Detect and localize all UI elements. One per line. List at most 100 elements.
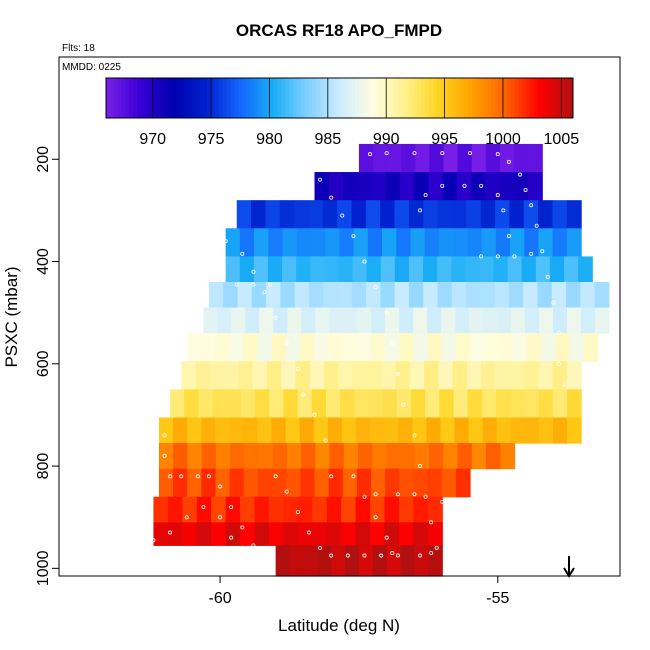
colorbar-segment [261,78,267,118]
heatmap-cell [408,200,424,229]
heatmap-cell [297,496,313,523]
heatmap-cell [310,256,325,283]
heatmap-cell [368,389,384,419]
colorbar-segment [553,78,558,118]
colorbar-tick-label: 985 [314,131,341,148]
y-tick-label: 400 [35,248,52,275]
heatmap-cell [453,389,469,419]
heatmap-cell [427,522,443,546]
track-point [206,474,211,479]
colorbar-segment [176,78,181,118]
heatmap-cell [357,172,373,201]
heatmap-cell [258,443,274,470]
heatmap-cell [366,281,381,309]
colorbar-segment [148,78,154,118]
heatmap-cell [396,228,412,258]
heatmap-cell [342,172,358,201]
heatmap-cell [351,200,367,229]
heatmap-cell [351,281,367,309]
heatmap-cell [243,417,259,444]
colorbar-segment [218,78,224,118]
heatmap-cell [386,545,402,577]
heatmap-cell [594,281,610,309]
heatmap-cell [380,200,396,229]
track-point [373,285,378,290]
flight-track [118,151,567,558]
heatmap-cell [423,200,439,229]
y-axis-label: PSXC (mbar) [2,266,21,367]
heatmap-cell [500,443,516,470]
heatmap-cell [496,417,512,444]
heatmap-cell [528,143,543,173]
heatmap-cell [279,200,295,229]
colorbar-segment [207,78,212,118]
heatmap-cell [300,468,316,498]
heatmap-cell [341,522,357,546]
colorbar-segment [285,78,290,118]
heatmap-cell [312,496,328,523]
heatmap-cell [541,333,556,362]
heatmap-cell [282,256,297,283]
heatmap-cell [345,545,360,577]
colorbar-segment [452,78,457,118]
colorbar-segment [569,78,574,118]
colorbar-segment [335,78,340,118]
track-point [390,341,395,346]
heatmap-cell [215,333,230,362]
heatmap-cell [526,333,542,362]
colorbar-segment [296,78,302,118]
heatmap-cell [466,281,481,309]
heatmap-cell [453,228,468,258]
colorbar-segment [144,78,150,118]
heatmap-cell [514,143,529,173]
heatmap-cell [440,417,456,444]
track-point [379,553,384,558]
heatmap-cell [394,200,410,229]
heatmap-cell [167,496,183,523]
heatmap-cell [271,333,287,362]
heatmap-cell [182,496,198,523]
heatmap-cell [254,228,269,258]
heatmap-cell [510,417,526,444]
heatmap-cell [412,417,427,444]
heatmap-cell [322,200,338,229]
colorbar-segment [117,78,123,118]
track-point [162,433,167,438]
heatmap-cell [524,228,540,258]
heatmap-cell [225,522,241,546]
heatmap-cell [429,443,444,470]
heatmap-cell [386,443,402,470]
heatmap-cell [455,468,471,498]
colorbar-segment [187,78,193,118]
colorbar-segment [133,78,138,118]
heatmap-cell [384,522,400,546]
colorbar-segment [549,78,555,118]
colorbar-segment [440,78,446,118]
track-point [373,515,378,520]
track-point [240,525,245,530]
colorbar-segment [421,78,426,118]
x-tick-label: -60 [209,590,232,607]
heatmap-cell [211,496,227,523]
heatmap-cell [398,496,414,523]
heatmap-cell [283,496,299,523]
heatmap-cell [507,256,523,283]
heatmap-cell [251,200,267,229]
track-point [351,474,356,479]
colorbar-segment [316,78,321,118]
heatmap-cell [486,443,501,470]
colorbar-segment [370,78,376,118]
colorbar-segment [355,78,360,118]
colorbar-segment [226,78,232,118]
heatmap-cell [413,307,428,334]
heatmap-cell [356,333,372,362]
colorbar-segment [300,78,305,118]
heatmap-cell [471,443,487,470]
heatmap-cell [325,228,340,258]
heatmap-cell [485,172,501,201]
heatmap-cell [427,496,443,523]
heatmap-cell [428,545,443,577]
heatmap-cell [167,522,183,546]
heatmap-cell [523,281,539,309]
